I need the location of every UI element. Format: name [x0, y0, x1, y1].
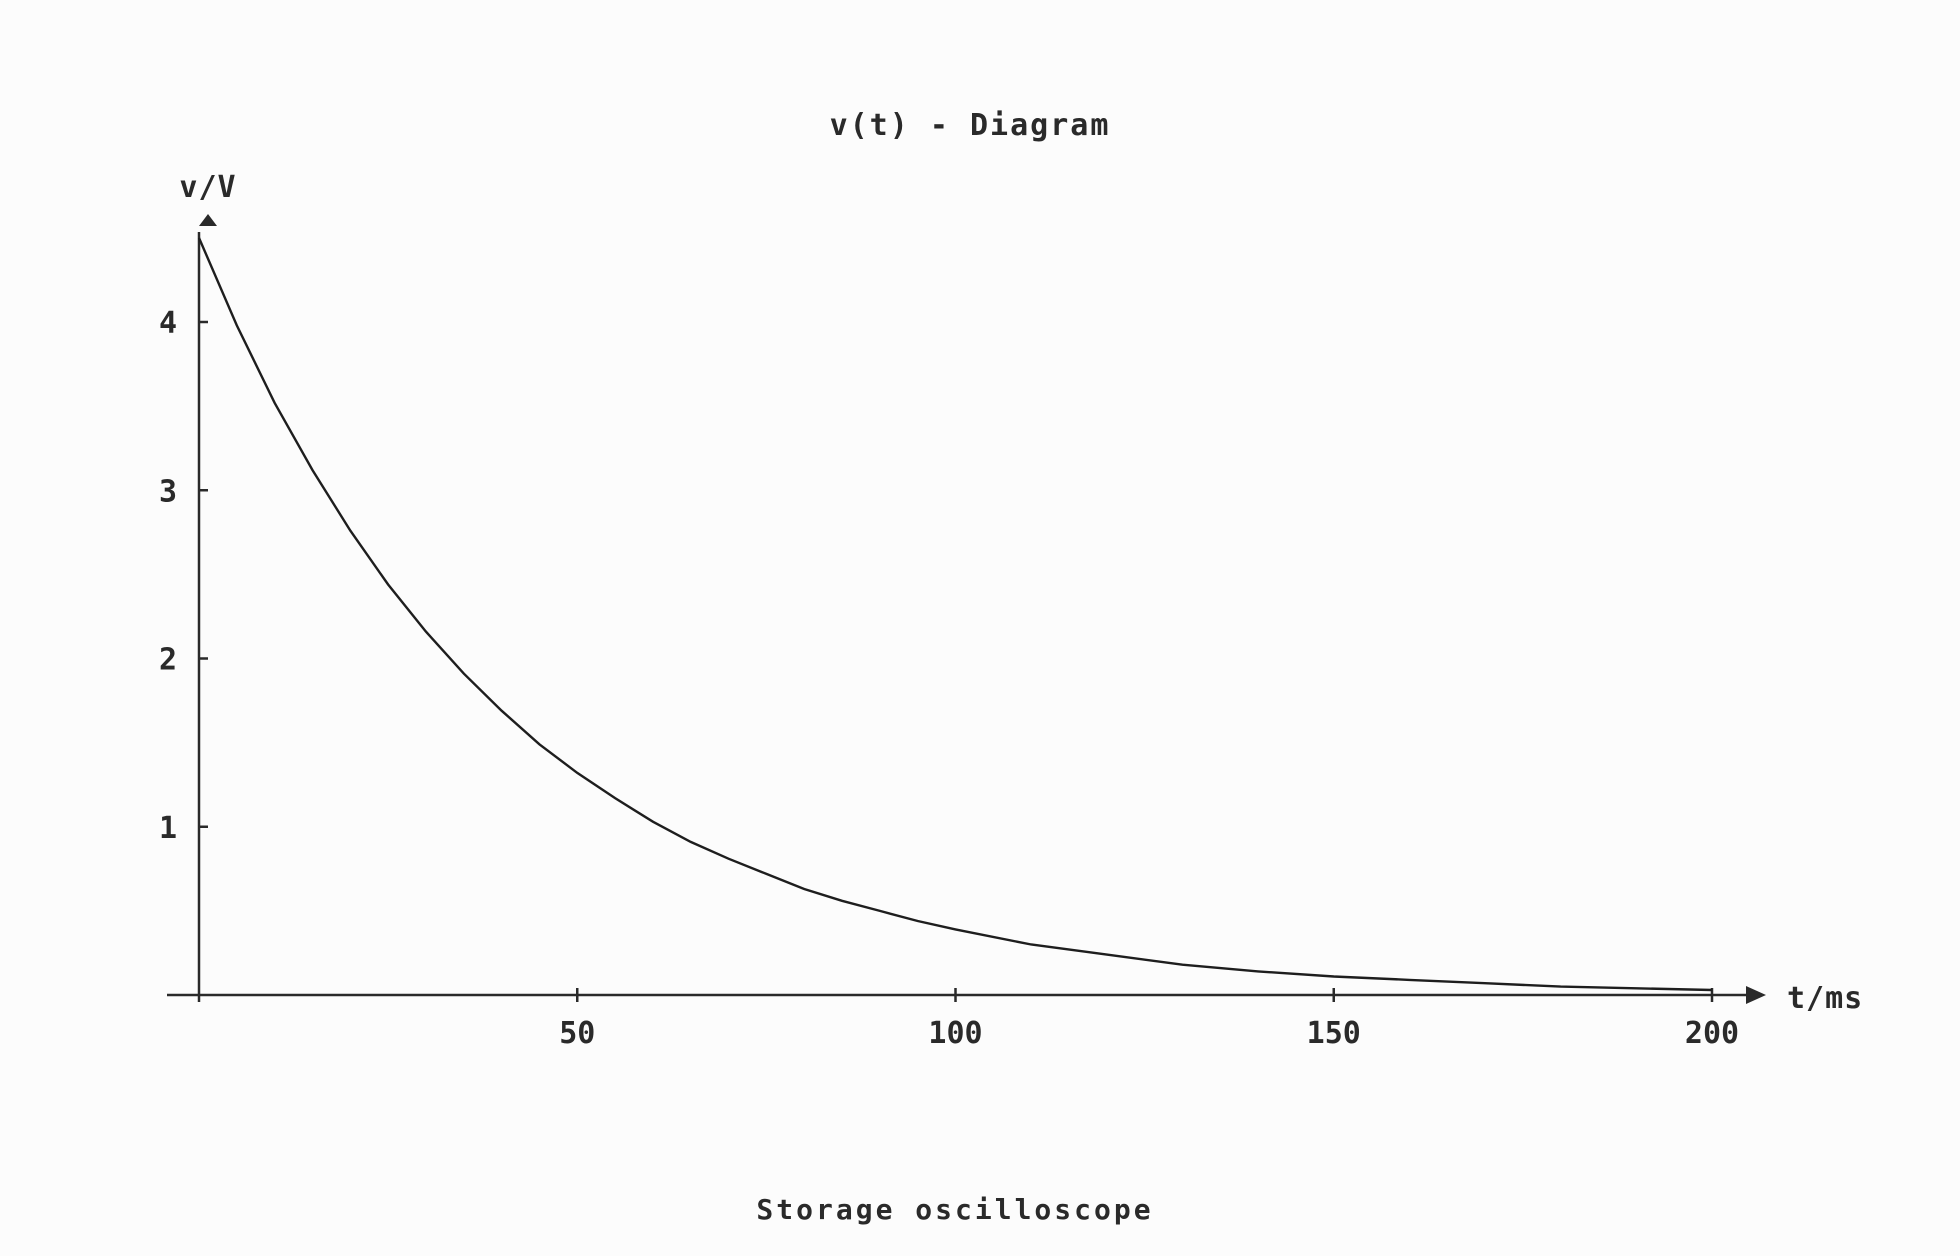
x-tick-label: 50	[559, 1016, 595, 1051]
data-series	[197, 237, 1713, 992]
x-tick-label: 150	[1307, 1016, 1361, 1051]
y-axis-arrow	[199, 214, 217, 226]
y-tick-label: 1	[159, 811, 177, 846]
chart-title: v(t) - Diagram	[830, 108, 1111, 143]
y-tick-label: 3	[159, 474, 177, 509]
x-axis-arrow	[1746, 986, 1766, 1004]
y-tick-label: 2	[159, 643, 177, 678]
x-tick-label: 100	[928, 1016, 982, 1051]
x-tick-label: 200	[1685, 1016, 1739, 1051]
y-axis-label: v/V	[179, 170, 236, 205]
ticks: 50 100 150 200 1 2 3 4	[159, 306, 1739, 1051]
x-axis-label: t/ms	[1787, 981, 1863, 1016]
y-tick-label: 4	[159, 306, 177, 341]
chart-caption: Storage oscilloscope	[756, 1193, 1153, 1226]
series-line	[197, 237, 1713, 992]
axes	[167, 214, 1766, 1004]
